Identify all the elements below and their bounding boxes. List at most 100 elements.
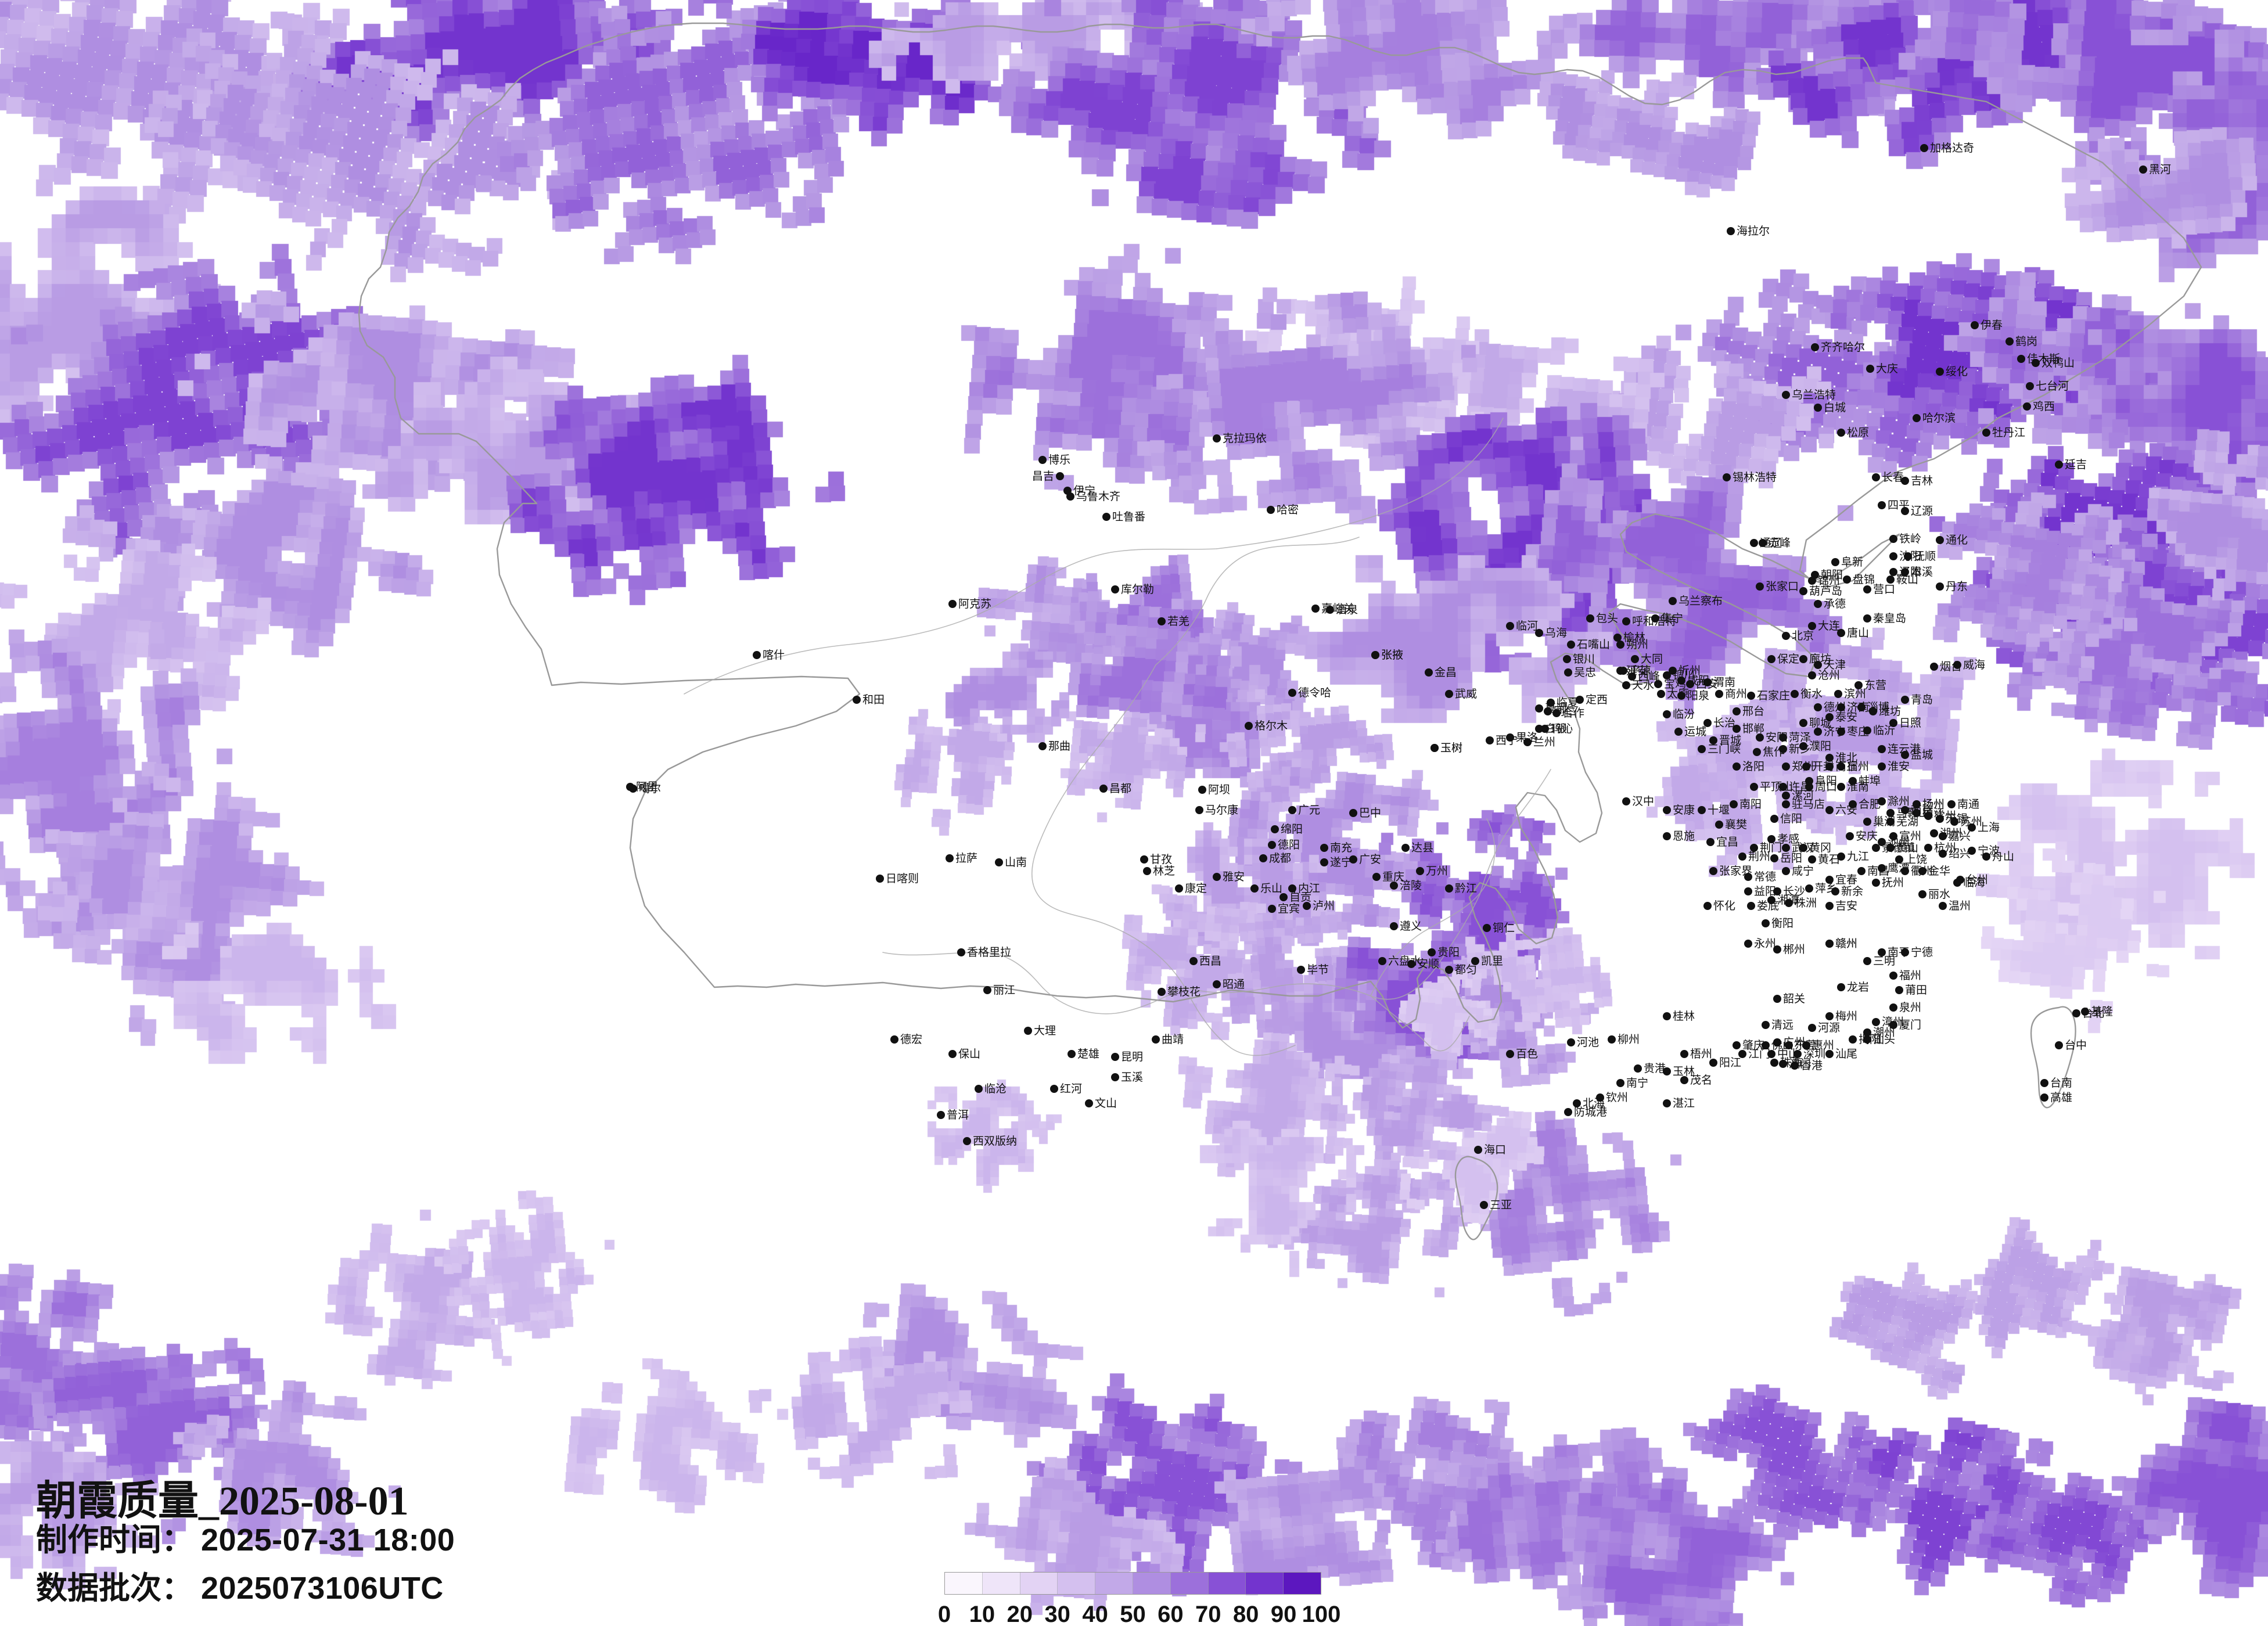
svg-text:抚顺: 抚顺 bbox=[1914, 550, 1936, 563]
svg-text:乐山: 乐山 bbox=[1260, 882, 1282, 895]
svg-text:保定: 保定 bbox=[1777, 653, 1799, 665]
svg-text:辽源: 辽源 bbox=[1911, 505, 1933, 517]
svg-text:临汾: 临汾 bbox=[1673, 708, 1695, 721]
svg-text:阿坝: 阿坝 bbox=[1208, 783, 1230, 796]
svg-text:昆明: 昆明 bbox=[1121, 1051, 1143, 1063]
svg-text:阜阳: 阜阳 bbox=[1815, 775, 1837, 787]
svg-text:台中: 台中 bbox=[2065, 1039, 2087, 1052]
svg-text:南阳: 南阳 bbox=[1739, 798, 1762, 811]
svg-text:宜春: 宜春 bbox=[1835, 873, 1857, 886]
svg-text:荆州: 荆州 bbox=[1748, 850, 1770, 863]
svg-text:榆林: 榆林 bbox=[1623, 631, 1645, 644]
svg-text:保山: 保山 bbox=[958, 1048, 980, 1060]
svg-text:三亚: 三亚 bbox=[1490, 1199, 1512, 1211]
svg-text:海拉尔: 海拉尔 bbox=[1737, 225, 1770, 238]
svg-text:嘉兴: 嘉兴 bbox=[1949, 830, 1971, 843]
svg-text:淮北: 淮北 bbox=[1835, 751, 1857, 764]
svg-text:合作: 合作 bbox=[1562, 707, 1584, 720]
svg-text:林芝: 林芝 bbox=[1153, 865, 1175, 877]
svg-text:绍兴: 绍兴 bbox=[1949, 847, 1971, 860]
svg-text:达县: 达县 bbox=[1411, 841, 1433, 854]
svg-text:贵阳: 贵阳 bbox=[1437, 946, 1460, 959]
svg-text:承德: 承德 bbox=[1824, 598, 1846, 610]
svg-text:上海: 上海 bbox=[1978, 821, 2000, 834]
svg-text:长春: 长春 bbox=[1882, 471, 1904, 484]
svg-text:加格达奇: 加格达奇 bbox=[1930, 142, 1974, 154]
svg-text:楚雄: 楚雄 bbox=[1077, 1048, 1099, 1060]
svg-text:七台河: 七台河 bbox=[2036, 380, 2069, 393]
svg-text:铜仁: 铜仁 bbox=[1493, 922, 1515, 934]
svg-text:西昌: 西昌 bbox=[1199, 955, 1221, 967]
svg-text:宝鸡: 宝鸡 bbox=[1664, 678, 1686, 690]
svg-text:酒泉: 酒泉 bbox=[1336, 603, 1358, 616]
svg-text:张家口: 张家口 bbox=[1766, 580, 1799, 593]
svg-text:都匀: 都匀 bbox=[1455, 963, 1477, 976]
svg-text:葫芦岛: 葫芦岛 bbox=[1809, 585, 1842, 598]
svg-text:包头: 包头 bbox=[1596, 612, 1618, 625]
svg-text:郑州: 郑州 bbox=[1792, 760, 1814, 773]
svg-text:临河: 临河 bbox=[1516, 620, 1538, 632]
svg-text:淮安: 淮安 bbox=[1888, 760, 1910, 773]
svg-text:青岛: 青岛 bbox=[1911, 693, 1933, 706]
svg-text:娄底: 娄底 bbox=[1757, 900, 1779, 912]
svg-text:库尔勒: 库尔勒 bbox=[1121, 583, 1154, 596]
svg-text:通辽: 通辽 bbox=[1760, 537, 1782, 549]
svg-text:湛江: 湛江 bbox=[1673, 1097, 1695, 1110]
svg-text:梧州: 梧州 bbox=[1690, 1048, 1712, 1060]
svg-text:安康: 安康 bbox=[1673, 804, 1695, 816]
svg-text:齐齐哈尔: 齐齐哈尔 bbox=[1821, 341, 1865, 354]
svg-text:桂林: 桂林 bbox=[1673, 1010, 1695, 1023]
svg-text:六安: 六安 bbox=[1835, 804, 1857, 816]
svg-text:抚州: 抚州 bbox=[1882, 876, 1904, 889]
svg-text:喀什: 喀什 bbox=[763, 649, 785, 661]
svg-text:成都: 成都 bbox=[1269, 852, 1291, 865]
svg-text:益阳: 益阳 bbox=[1754, 885, 1776, 898]
svg-text:拉萨: 拉萨 bbox=[955, 852, 977, 865]
svg-text:大连: 大连 bbox=[1818, 620, 1840, 632]
svg-text:岳阳: 岳阳 bbox=[1780, 852, 1802, 865]
svg-text:大同: 大同 bbox=[1641, 653, 1663, 665]
svg-text:日喀则: 日喀则 bbox=[886, 872, 919, 885]
svg-text:温州: 温州 bbox=[1949, 900, 1971, 912]
svg-text:乌兰浩特: 乌兰浩特 bbox=[1792, 388, 1836, 401]
svg-text:涪陵: 涪陵 bbox=[1400, 879, 1422, 892]
svg-text:邯郸: 邯郸 bbox=[1742, 722, 1764, 735]
svg-text:西宁: 西宁 bbox=[1496, 734, 1518, 747]
svg-text:张家界: 张家界 bbox=[1719, 865, 1752, 877]
svg-text:邢台: 邢台 bbox=[1742, 705, 1764, 718]
svg-text:若羌: 若羌 bbox=[1167, 615, 1189, 628]
svg-text:临海: 临海 bbox=[1963, 876, 1985, 889]
svg-text:大庆: 大庆 bbox=[1876, 362, 1898, 375]
svg-text:滨州: 滨州 bbox=[1844, 688, 1866, 700]
svg-text:永州: 永州 bbox=[1754, 937, 1776, 950]
svg-text:阜新: 阜新 bbox=[1841, 556, 1863, 569]
svg-text:大理: 大理 bbox=[1034, 1024, 1056, 1037]
svg-text:九江: 九江 bbox=[1847, 850, 1869, 863]
svg-text:定西: 定西 bbox=[1586, 693, 1608, 706]
svg-text:株洲: 株洲 bbox=[1795, 897, 1817, 909]
svg-text:攀枝花: 攀枝花 bbox=[1167, 985, 1201, 998]
svg-text:黑河: 黑河 bbox=[2149, 163, 2171, 176]
svg-text:汉中: 汉中 bbox=[1632, 795, 1654, 808]
svg-text:集宁: 集宁 bbox=[1661, 612, 1683, 625]
svg-text:舟山: 舟山 bbox=[1992, 850, 2014, 863]
svg-text:六盘水: 六盘水 bbox=[1388, 955, 1421, 967]
svg-text:丽水: 丽水 bbox=[1928, 888, 1950, 901]
svg-text:南充: 南充 bbox=[1330, 841, 1352, 854]
svg-text:甘孜: 甘孜 bbox=[1150, 853, 1172, 866]
svg-text:潍坊: 潍坊 bbox=[1879, 705, 1901, 718]
svg-text:济宁: 济宁 bbox=[1824, 725, 1846, 738]
svg-text:潮州: 潮州 bbox=[1873, 1026, 1895, 1039]
svg-text:赣州: 赣州 bbox=[1835, 937, 1857, 950]
svg-text:玛沁: 玛沁 bbox=[1551, 722, 1573, 735]
svg-text:日照: 日照 bbox=[1899, 717, 1921, 729]
svg-text:钦州: 钦州 bbox=[1606, 1091, 1628, 1104]
svg-text:马尔康: 马尔康 bbox=[1205, 804, 1238, 816]
svg-text:阳泉: 阳泉 bbox=[1687, 689, 1709, 702]
svg-text:金华: 金华 bbox=[1928, 865, 1950, 877]
svg-text:新乡: 新乡 bbox=[1789, 743, 1811, 756]
svg-text:河源: 河源 bbox=[1818, 1021, 1840, 1034]
svg-text:遂宁: 遂宁 bbox=[1330, 856, 1352, 869]
svg-text:泰安: 泰安 bbox=[1835, 711, 1857, 724]
svg-text:松原: 松原 bbox=[1847, 426, 1869, 439]
